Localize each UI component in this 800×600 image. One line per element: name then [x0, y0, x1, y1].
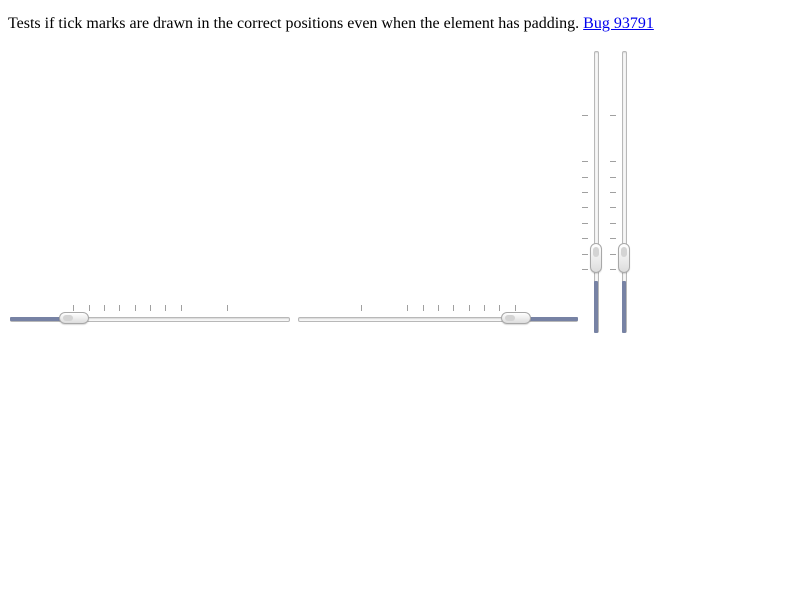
description: Tests if tick marks are drawn in the cor…: [8, 14, 654, 34]
tick-mark: [582, 269, 588, 271]
tick-mark: [582, 192, 588, 193]
description-text: Tests if tick marks are drawn in the cor…: [8, 15, 580, 32]
tick-mark: [582, 253, 588, 255]
tick-mark: [484, 305, 486, 311]
tick-mark: [582, 222, 588, 224]
range-slider-vertical-2[interactable]: [610, 51, 632, 333]
tick-mark: [582, 207, 588, 209]
tick-mark: [610, 176, 616, 178]
slider-fill: [594, 281, 598, 333]
slider-thumb[interactable]: [618, 243, 630, 274]
thumb-grip: [593, 247, 599, 258]
thumb-grip: [621, 247, 627, 258]
tick-mark: [634, 115, 640, 116]
tick-mark: [119, 305, 121, 311]
tick-mark: [634, 269, 640, 270]
tick-mark: [514, 305, 516, 311]
slider-thumb[interactable]: [590, 243, 602, 274]
tick-mark: [582, 238, 588, 240]
range-slider-vertical-1[interactable]: [582, 51, 604, 333]
tick-mark: [361, 305, 363, 311]
tick-mark: [582, 176, 588, 178]
tick-mark: [180, 305, 182, 311]
tick-mark: [88, 305, 90, 311]
tick-mark: [634, 223, 640, 224]
tick-mark: [453, 305, 455, 311]
tick-mark: [610, 161, 616, 163]
tick-mark: [150, 305, 151, 311]
tick-mark: [226, 305, 228, 311]
slider-fill: [622, 281, 626, 333]
tick-mark: [634, 207, 640, 208]
tick-mark: [610, 222, 616, 224]
tick-mark: [582, 114, 588, 116]
tick-mark: [422, 305, 424, 311]
tick-mark: [582, 161, 588, 163]
tick-mark: [407, 305, 409, 311]
tick-mark: [73, 305, 75, 311]
range-slider-horizontal-ltr[interactable]: [10, 302, 290, 334]
thumb-grip: [63, 315, 74, 321]
tick-mark: [634, 238, 640, 239]
tick-mark: [134, 305, 136, 311]
tick-mark: [610, 192, 616, 193]
tick-mark: [634, 161, 640, 162]
tick-mark: [165, 305, 167, 311]
range-slider-horizontal-rtl[interactable]: [298, 302, 578, 334]
tick-mark: [610, 114, 616, 116]
tick-mark: [499, 305, 501, 311]
slider-fill: [514, 317, 578, 321]
thumb-grip: [504, 315, 515, 321]
tick-mark: [634, 254, 640, 255]
tick-mark: [103, 305, 105, 311]
tick-mark: [610, 269, 616, 271]
slider-thumb[interactable]: [500, 312, 531, 324]
slider-thumb[interactable]: [59, 312, 90, 324]
tick-mark: [468, 305, 470, 311]
tick-mark: [634, 192, 640, 193]
tick-mark: [610, 207, 616, 209]
slider-fill: [10, 317, 74, 321]
tick-mark: [634, 177, 640, 178]
tick-mark: [610, 253, 616, 255]
tick-mark: [610, 238, 616, 240]
tick-mark: [438, 305, 439, 311]
bug-link[interactable]: Bug 93791: [583, 15, 654, 32]
